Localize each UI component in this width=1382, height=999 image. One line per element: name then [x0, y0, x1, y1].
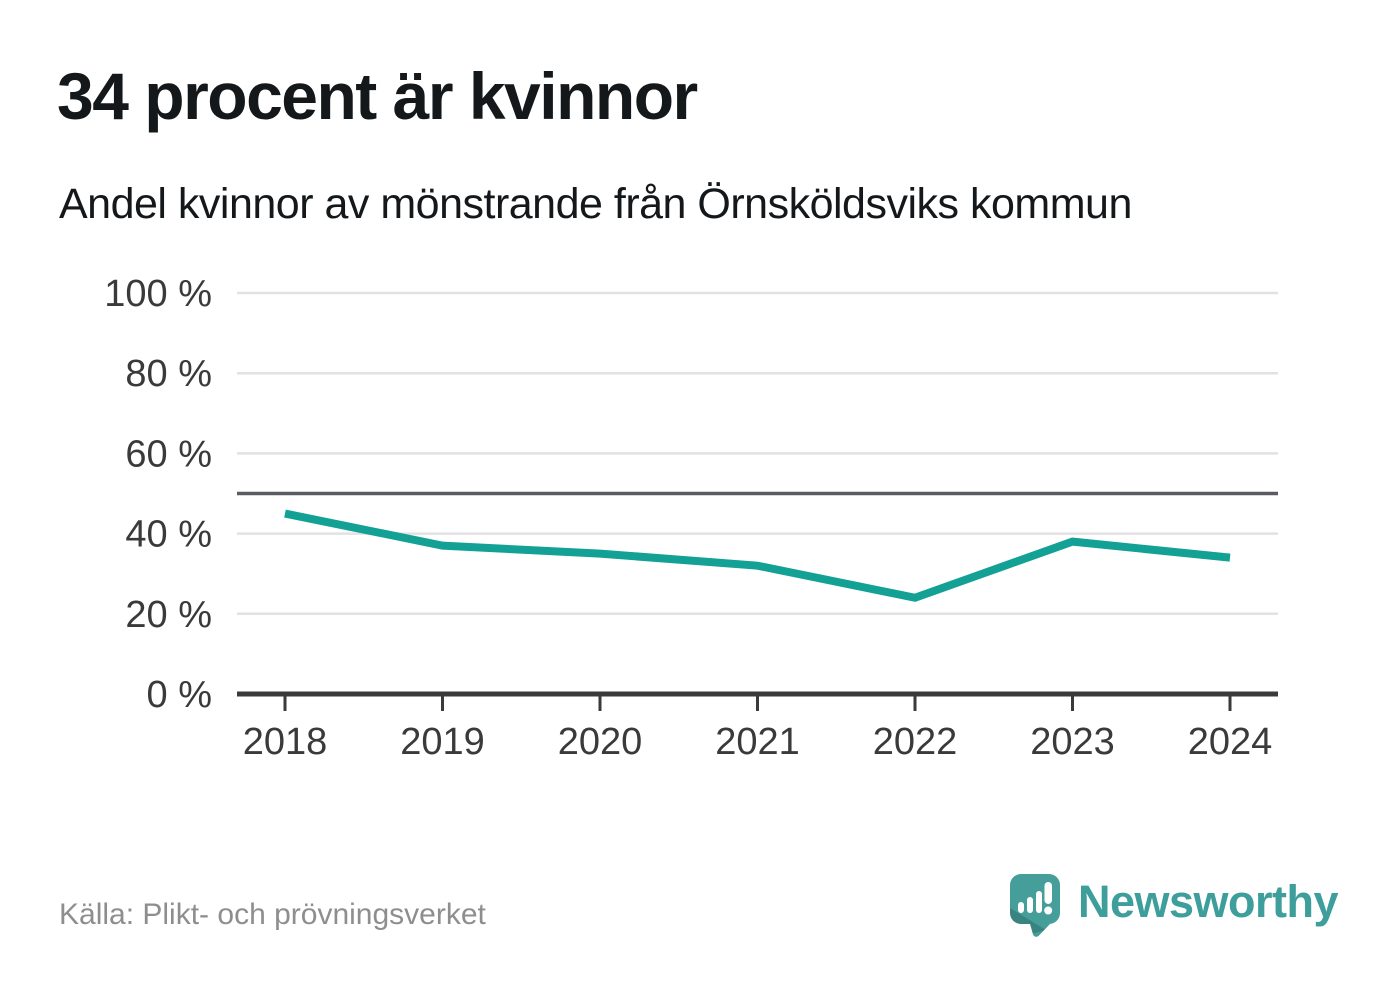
source-note: Källa: Plikt- och prövningsverket — [59, 898, 486, 931]
exclamation-bar-icon — [1044, 882, 1052, 904]
x-axis-tick-label: 2023 — [1030, 721, 1115, 763]
bar-icon-medium — [1027, 897, 1033, 913]
line-chart-canvas: 0 % 20 % 40 % 60 % 80 % 100 % 2018 2019 2020 2021… — [104, 273, 1278, 763]
exclamation-dot-icon — [1044, 906, 1053, 915]
x-axis-tick-label: 2018 — [243, 721, 328, 763]
x-axis-tick-label: 2024 — [1188, 721, 1273, 763]
newsworthy-bubble-chart-icon — [1010, 874, 1060, 937]
series-line — [284, 509, 1231, 602]
chart-subtitle: Andel kvinnor av mönstrande från Örnsköl… — [59, 180, 1132, 228]
bar-icon-tall — [1036, 891, 1042, 913]
y-axis-tick-label: 100 % — [104, 273, 212, 315]
y-axis-tick-label: 40 % — [125, 514, 212, 556]
x-axis-tick-label: 2019 — [400, 721, 485, 763]
bar-icon-small — [1018, 902, 1024, 913]
newsworthy-logo: Newsworthy — [1010, 874, 1339, 938]
y-axis-tick-label: 0 % — [147, 674, 212, 716]
x-axis-tick-label: 2020 — [558, 721, 643, 763]
brand-name: Newsworthy — [1078, 876, 1339, 927]
x-axis-tick-label: 2021 — [715, 721, 800, 763]
page-title: 34 procent är kvinnor — [57, 59, 698, 133]
line-chart: 0 % 20 % 40 % 60 % 80 % 100 % 2018 2019 2020 2021… — [0, 260, 1382, 780]
y-axis-tick-label: 80 % — [125, 353, 212, 395]
x-axis-tick-label: 2022 — [873, 721, 958, 763]
y-axis-tick-label: 60 % — [125, 433, 212, 475]
y-axis-tick-label: 20 % — [125, 594, 212, 636]
